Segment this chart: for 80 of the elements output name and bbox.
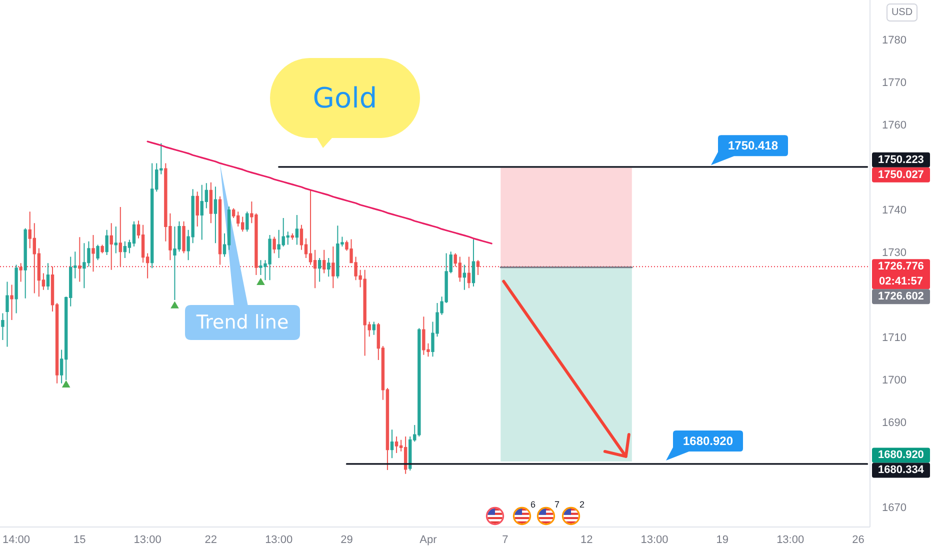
candlestick (100, 244, 104, 254)
x-tick-label: 12 (580, 534, 593, 546)
x-tick-label: 15 (74, 534, 86, 546)
candlestick (327, 257, 330, 278)
ref-line-label: 1726.776 02:41:57 (878, 260, 924, 288)
annotation: 6 (530, 500, 536, 510)
candlestick (467, 256, 471, 289)
y-tick-label: 1670 (882, 502, 906, 514)
candlestick (96, 244, 100, 261)
y-tick-label: 1780 (882, 34, 906, 46)
y-axis-title: USD (891, 7, 913, 18)
candlestick (290, 232, 294, 240)
y-tick-label: 1740 (882, 204, 906, 216)
annotation: 2 (579, 500, 585, 510)
candlestick (394, 436, 398, 454)
y-tick-label: 1730 (882, 246, 906, 259)
data-label: 1680.334 (878, 464, 925, 476)
x-tick-label: 13:00 (265, 534, 293, 546)
candlestick (110, 222, 113, 270)
candlestick (332, 246, 335, 289)
annotation: Trend line (195, 312, 289, 334)
candlestick (295, 214, 299, 246)
candlestick (214, 186, 218, 244)
annotation: 7 (554, 500, 560, 510)
point (62, 380, 70, 388)
x-tick-label: 13:00 (134, 534, 162, 546)
line-series (146, 140, 492, 244)
candlestick (322, 249, 326, 274)
x-tick-label: 26 (852, 534, 864, 546)
candlestick (118, 206, 122, 267)
candlestick (209, 182, 213, 224)
candlestick (24, 228, 27, 299)
candlestick (92, 234, 95, 272)
candlestick (10, 284, 14, 321)
x-tick-label: 29 (340, 534, 353, 546)
candlestick (150, 162, 154, 269)
candlestick (78, 236, 82, 282)
y-tick-label: 1690 (882, 416, 906, 429)
candlestick (196, 191, 199, 228)
point (170, 301, 179, 308)
x-tick-label: 13:00 (640, 534, 668, 546)
candlestick (46, 262, 50, 290)
candlestick (476, 260, 480, 276)
candlestick (318, 257, 322, 282)
text: Gold (312, 82, 378, 114)
y-tick-label: 1700 (882, 374, 906, 386)
candlestick (404, 436, 408, 474)
candlestick (272, 236, 276, 254)
x-tick-label: 22 (204, 534, 218, 546)
y-tick-label: 1710 (882, 332, 906, 344)
candlestick (236, 211, 240, 228)
candlestick (123, 240, 127, 258)
candlestick (114, 226, 118, 254)
point (256, 278, 265, 286)
candlestick (6, 281, 9, 348)
y-tick-label: 1760 (882, 119, 906, 132)
candlestick (182, 220, 186, 254)
annotation: 1680.920 (682, 434, 734, 448)
candlestick (1, 312, 4, 340)
x-tick-label: Apr (420, 534, 438, 546)
x-tick-label: 14:00 (2, 534, 30, 546)
candlestick (246, 211, 249, 232)
x-tick-label: 13:00 (776, 534, 804, 546)
candlestick (462, 264, 466, 290)
text: 1680.920 (878, 449, 924, 462)
candlestick (390, 429, 394, 459)
candlestick (218, 196, 222, 266)
text: 1726.602 (878, 290, 924, 303)
annotation: 1750.418 (728, 138, 778, 153)
candlestick (458, 256, 462, 282)
candlestick (105, 229, 108, 256)
y-tick-label: 1770 (882, 76, 906, 89)
candlestick (372, 321, 376, 336)
candlestick (472, 238, 476, 287)
candlestick (19, 262, 22, 282)
data-label: 1750.223 (878, 154, 924, 166)
text: 1750.027 (878, 168, 924, 181)
x-tick-label: 19 (716, 534, 729, 546)
x-tick-label: 7 (502, 534, 508, 546)
candlestick (14, 264, 18, 314)
